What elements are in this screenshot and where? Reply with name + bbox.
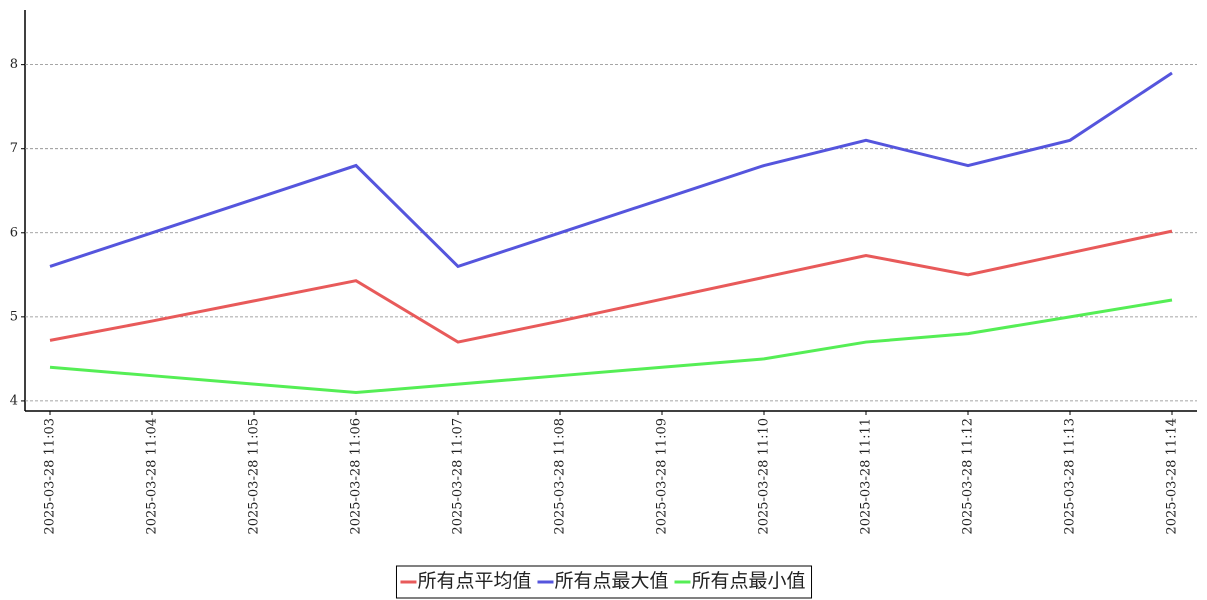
series-line	[49, 229, 1173, 344]
x-tick-label: 2025-03-28 11:13	[1063, 418, 1078, 535]
y-tick-label: 6	[10, 225, 18, 240]
x-tick-label: 2025-03-28 11:10	[757, 418, 772, 535]
y-tick-label: 7	[10, 141, 18, 156]
x-tick-label: 2025-03-28 11:06	[349, 418, 364, 535]
series-line	[49, 71, 1173, 269]
x-tick-label: 2025-03-28 11:08	[553, 418, 568, 535]
y-tick-label: 4	[10, 393, 18, 408]
y-tick-label: 8	[10, 57, 18, 72]
y-tick-label: 5	[10, 309, 18, 324]
legend-label: 所有点平均值	[417, 570, 531, 592]
legend-label: 所有点最大值	[554, 570, 668, 592]
x-tick-label: 2025-03-28 11:03	[43, 418, 58, 535]
x-tick-label: 2025-03-28 11:07	[451, 418, 466, 535]
x-tick-label: 2025-03-28 11:05	[247, 418, 262, 535]
x-tick-label: 2025-03-28 11:04	[145, 418, 160, 535]
series-line	[49, 298, 1173, 395]
legend-label: 所有点最小值	[692, 570, 806, 592]
legend-box	[395, 565, 813, 599]
x-tick-label: 2025-03-28 11:09	[655, 418, 670, 535]
x-tick-label: 2025-03-28 11:14	[1165, 418, 1180, 535]
x-tick-label: 2025-03-28 11:11	[859, 418, 874, 535]
x-tick-label: 2025-03-28 11:12	[961, 418, 976, 535]
